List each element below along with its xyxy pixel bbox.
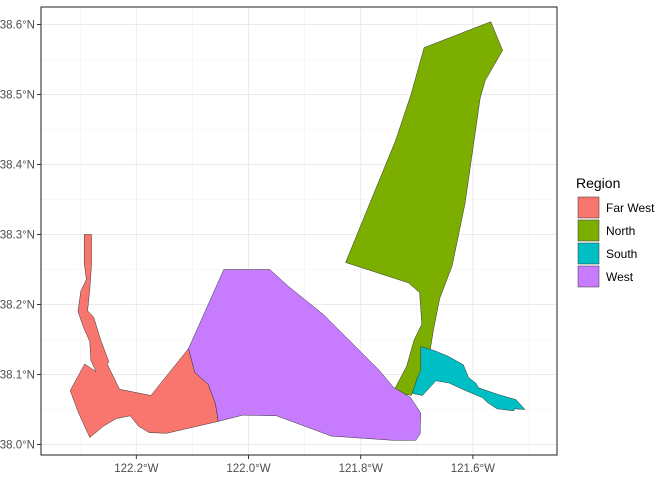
legend-keys: Far West North South West	[577, 196, 655, 288]
y-tick-label: 38.1°N	[0, 370, 35, 382]
y-tick-label: 38.0°N	[0, 440, 35, 452]
y-tick-label: 38.4°N	[0, 160, 35, 172]
legend-key	[577, 265, 600, 288]
legend-key	[577, 196, 600, 219]
legend-label: North	[606, 224, 635, 238]
x-tick-label: 122.2°W	[114, 463, 158, 475]
legend-title: Region	[576, 175, 620, 191]
legend-label: Far West	[606, 201, 655, 215]
legend-label: West	[606, 270, 634, 284]
y-tick-label: 38.5°N	[0, 90, 35, 102]
x-tick-label: 121.6°W	[451, 463, 495, 475]
legend: Region Far West North South West	[576, 175, 655, 288]
y-tick-label: 38.3°N	[0, 230, 35, 242]
y-tick-label: 38.6°N	[0, 20, 35, 32]
map-axes: 122.2°W 122.0°W 121.8°W 121.6°W 38.0°N 38.1°N…	[0, 20, 495, 476]
region-far-west	[69, 234, 219, 438]
y-tick-label: 38.2°N	[0, 300, 35, 312]
panel-border	[40, 6, 558, 456]
map-regions	[69, 21, 526, 441]
x-tick-label: 121.8°W	[339, 463, 383, 475]
legend-key	[577, 219, 600, 242]
x-tick-label: 122.0°W	[226, 463, 270, 475]
legend-key	[577, 242, 600, 265]
legend-label: South	[606, 247, 637, 261]
region-south	[412, 346, 526, 412]
